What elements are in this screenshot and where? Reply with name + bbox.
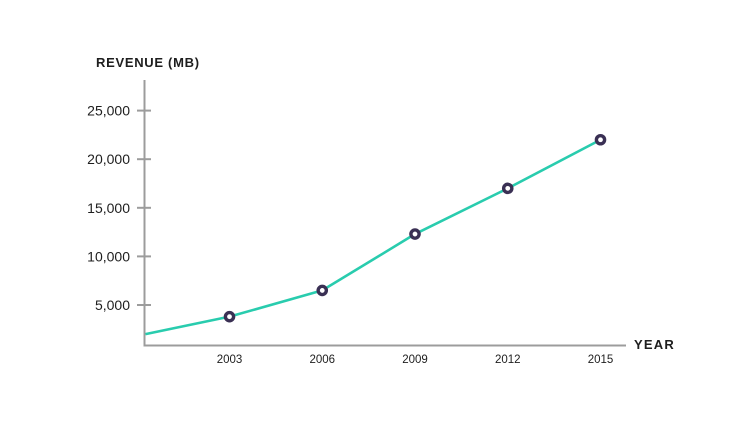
y-tick-label: 20,000 (87, 151, 130, 167)
data-point-marker (594, 133, 607, 146)
x-tick-label: 2006 (309, 354, 335, 366)
y-tick-label: 5,000 (95, 297, 130, 313)
x-tick-label: 2009 (402, 354, 428, 366)
data-point-marker (316, 284, 329, 297)
data-point-marker (501, 182, 514, 195)
chart-title: REVENUE (MB) (96, 55, 200, 70)
x-tick-label: 2012 (495, 354, 521, 366)
revenue-data-line (145, 138, 602, 336)
y-tick-label: 10,000 (87, 248, 130, 264)
y-tick-label: 25,000 (87, 103, 130, 119)
x-tick-label: 2003 (217, 354, 243, 366)
data-point-marker (409, 228, 421, 240)
data-point-marker (223, 310, 236, 323)
x-axis-title: YEAR (634, 337, 675, 352)
y-tick-label: 15,000 (87, 200, 130, 216)
x-tick-label: 2015 (588, 354, 614, 366)
